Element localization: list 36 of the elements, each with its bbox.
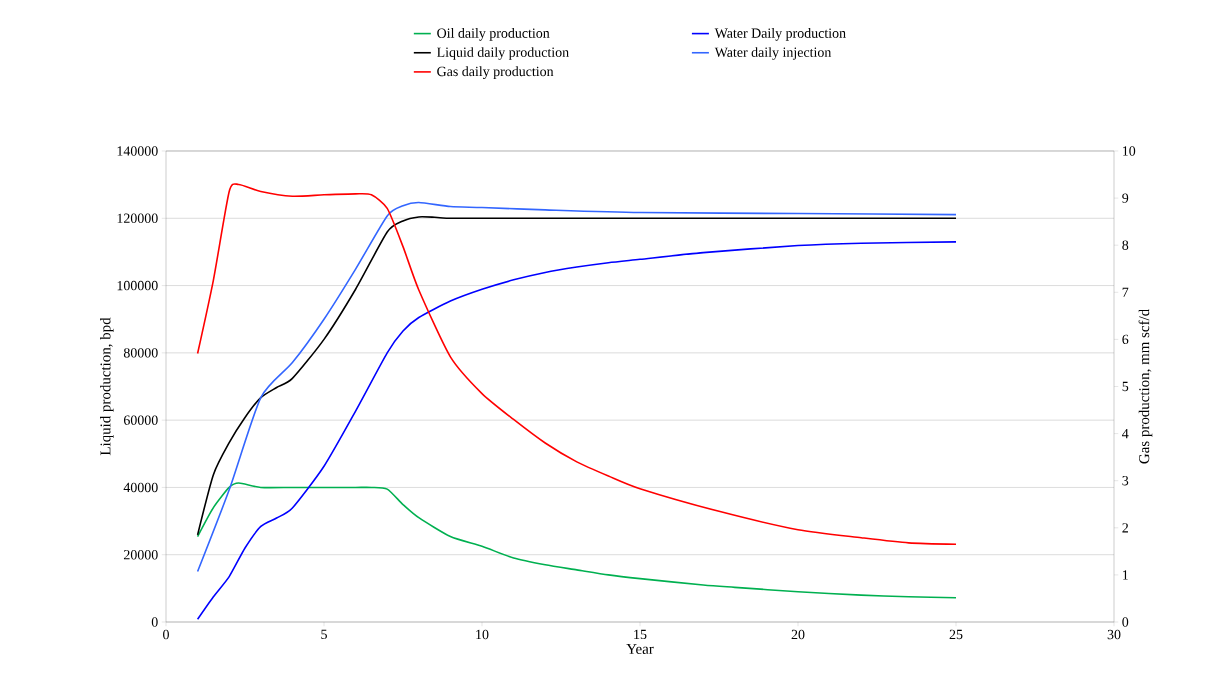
y-axis-title: Liquid production, bpd [100,317,114,456]
y-tick-label: 0 [151,617,158,627]
y-tick-label: 100000 [117,280,158,291]
y2-axis-title: Gas production, mm scf/d [1138,309,1153,464]
legend-label: Water daily injection [714,47,832,60]
legend-label: Liquid daily production [437,47,569,60]
x-tick-label: 5 [321,629,327,640]
y2-tick-label: 4 [1122,429,1129,439]
x-axis-title: Year [626,644,654,654]
y-tick-label: 60000 [123,415,158,425]
x-tick-label: 25 [949,629,963,640]
y2-tick-label: 2 [1122,523,1128,533]
y-tick-label: 40000 [123,482,158,493]
y-tick-label: 80000 [123,348,158,358]
legend-label: Oil daily production [437,28,550,41]
y2-tick-label: 1 [1123,570,1128,580]
y2-tick-label: 3 [1122,476,1129,486]
y2-tick-label: 0 [1122,617,1129,627]
legend-label: Water Daily production [714,28,846,41]
x-tick-label: 15 [634,629,647,640]
y-tick-label: 20000 [123,550,158,560]
y2-tick-label: 10 [1123,146,1136,156]
line-series [196,241,957,621]
y2-tick-label: 7 [1122,287,1129,297]
x-tick-label: 30 [1107,629,1121,640]
y2-tick-label: 5 [1122,381,1129,392]
y-tick-label: 120000 [117,213,158,223]
x-tick-label: 0 [163,629,169,640]
y2-tick-label: 8 [1122,240,1129,250]
x-tick-label: 20 [791,629,805,640]
y-tick-label: 140000 [117,146,158,156]
y2-tick-label: 9 [1122,193,1129,203]
line-series [196,482,957,599]
y2-tick-label: 6 [1122,334,1129,345]
x-tick-label: 10 [476,629,489,640]
legend-label: Gas daily production [437,66,554,80]
